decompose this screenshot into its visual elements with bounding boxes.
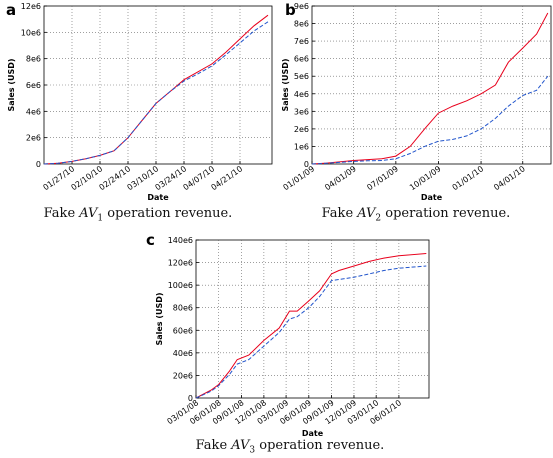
chart-panel-a: a 0 2e6 4e6 6e6 8e6 10e6 12e6 01/27/10 02/10/10 02… (0, 0, 276, 228)
y-axis-label: Sales (USD) (7, 58, 16, 111)
y-tick-label: 80e6 (173, 304, 193, 313)
y-tick-label: 6e6 (294, 55, 309, 64)
y-tick-label: 0 (36, 160, 41, 169)
y-tick-label: 1e6 (294, 142, 309, 151)
plot-area (311, 5, 552, 165)
series-line-0 (195, 253, 427, 399)
y-tick-label: 2e6 (26, 134, 41, 143)
chart-panel-c: c 0 20e6 40e6 60e6 80e6 100e6 120e6 140e6 03/01/0… (140, 230, 440, 458)
plot-area (195, 239, 430, 399)
panel-letter: a (6, 1, 16, 19)
caption-c: Fake AV3 operation revenue. (195, 438, 385, 456)
x-tick-label: 04/21/10 (210, 164, 245, 192)
y-axis-label: Sales (USD) (155, 292, 164, 345)
y-tick-label: 9e6 (294, 2, 309, 11)
y-tick-label: 0 (188, 394, 193, 403)
y-tick-label: 20e6 (173, 371, 193, 380)
chart-panel-b: b 0 1e6 2e6 3e6 4e6 5e6 6e6 7e6 8e6 9e6 01/01/09 04/… (279, 0, 553, 228)
y-tick-label: 40e6 (173, 349, 193, 358)
panel-letter: c (146, 231, 155, 249)
y-tick-label: 7e6 (294, 37, 309, 46)
series-line-1 (311, 75, 549, 165)
x-tick-label: 04/01/10 (492, 164, 527, 192)
line-chart-a: a02e64e66e68e610e612e601/27/1002/10/1002… (6, 1, 273, 202)
line-chart-c: c020e640e660e680e6100e6120e6140e603/01/0… (146, 231, 430, 438)
y-tick-label: 2e6 (294, 125, 309, 134)
series-line-1 (195, 265, 427, 399)
y-tick-label: 5e6 (294, 72, 309, 81)
y-axis-label: Sales (USD) (281, 58, 290, 111)
x-tick-label: 01/01/10 (451, 164, 486, 192)
caption-b: Fake AV2 operation revenue. (321, 206, 511, 224)
y-tick-label: 12e6 (21, 2, 41, 11)
x-axis-label: Date (421, 193, 443, 202)
y-tick-label: 3e6 (294, 107, 309, 116)
y-tick-label: 8e6 (26, 55, 41, 64)
y-tick-label: 6e6 (26, 81, 41, 90)
y-tick-label: 10e6 (21, 28, 41, 37)
y-tick-label: 100e6 (168, 281, 193, 290)
y-tick-label: 4e6 (294, 90, 309, 99)
panel-letter: b (285, 1, 296, 19)
y-tick-label: 8e6 (294, 20, 309, 29)
series-line-1 (43, 21, 269, 165)
x-tick-label: 10/01/09 (408, 164, 443, 192)
y-tick-label: 120e6 (168, 259, 193, 268)
x-tick-label: 07/01/09 (365, 164, 400, 192)
x-tick-label: 04/01/09 (323, 164, 358, 192)
y-tick-label: 4e6 (26, 107, 41, 116)
caption-a: Fake AV1 operation revenue. (43, 206, 233, 224)
x-tick-label: 01/01/09 (282, 164, 317, 192)
x-axis-label: Date (147, 193, 169, 202)
y-tick-label: 140e6 (168, 236, 193, 245)
y-tick-label: 0 (304, 160, 309, 169)
series-line-0 (311, 12, 549, 165)
x-axis-label: Date (302, 429, 324, 438)
y-tick-label: 60e6 (173, 326, 193, 335)
